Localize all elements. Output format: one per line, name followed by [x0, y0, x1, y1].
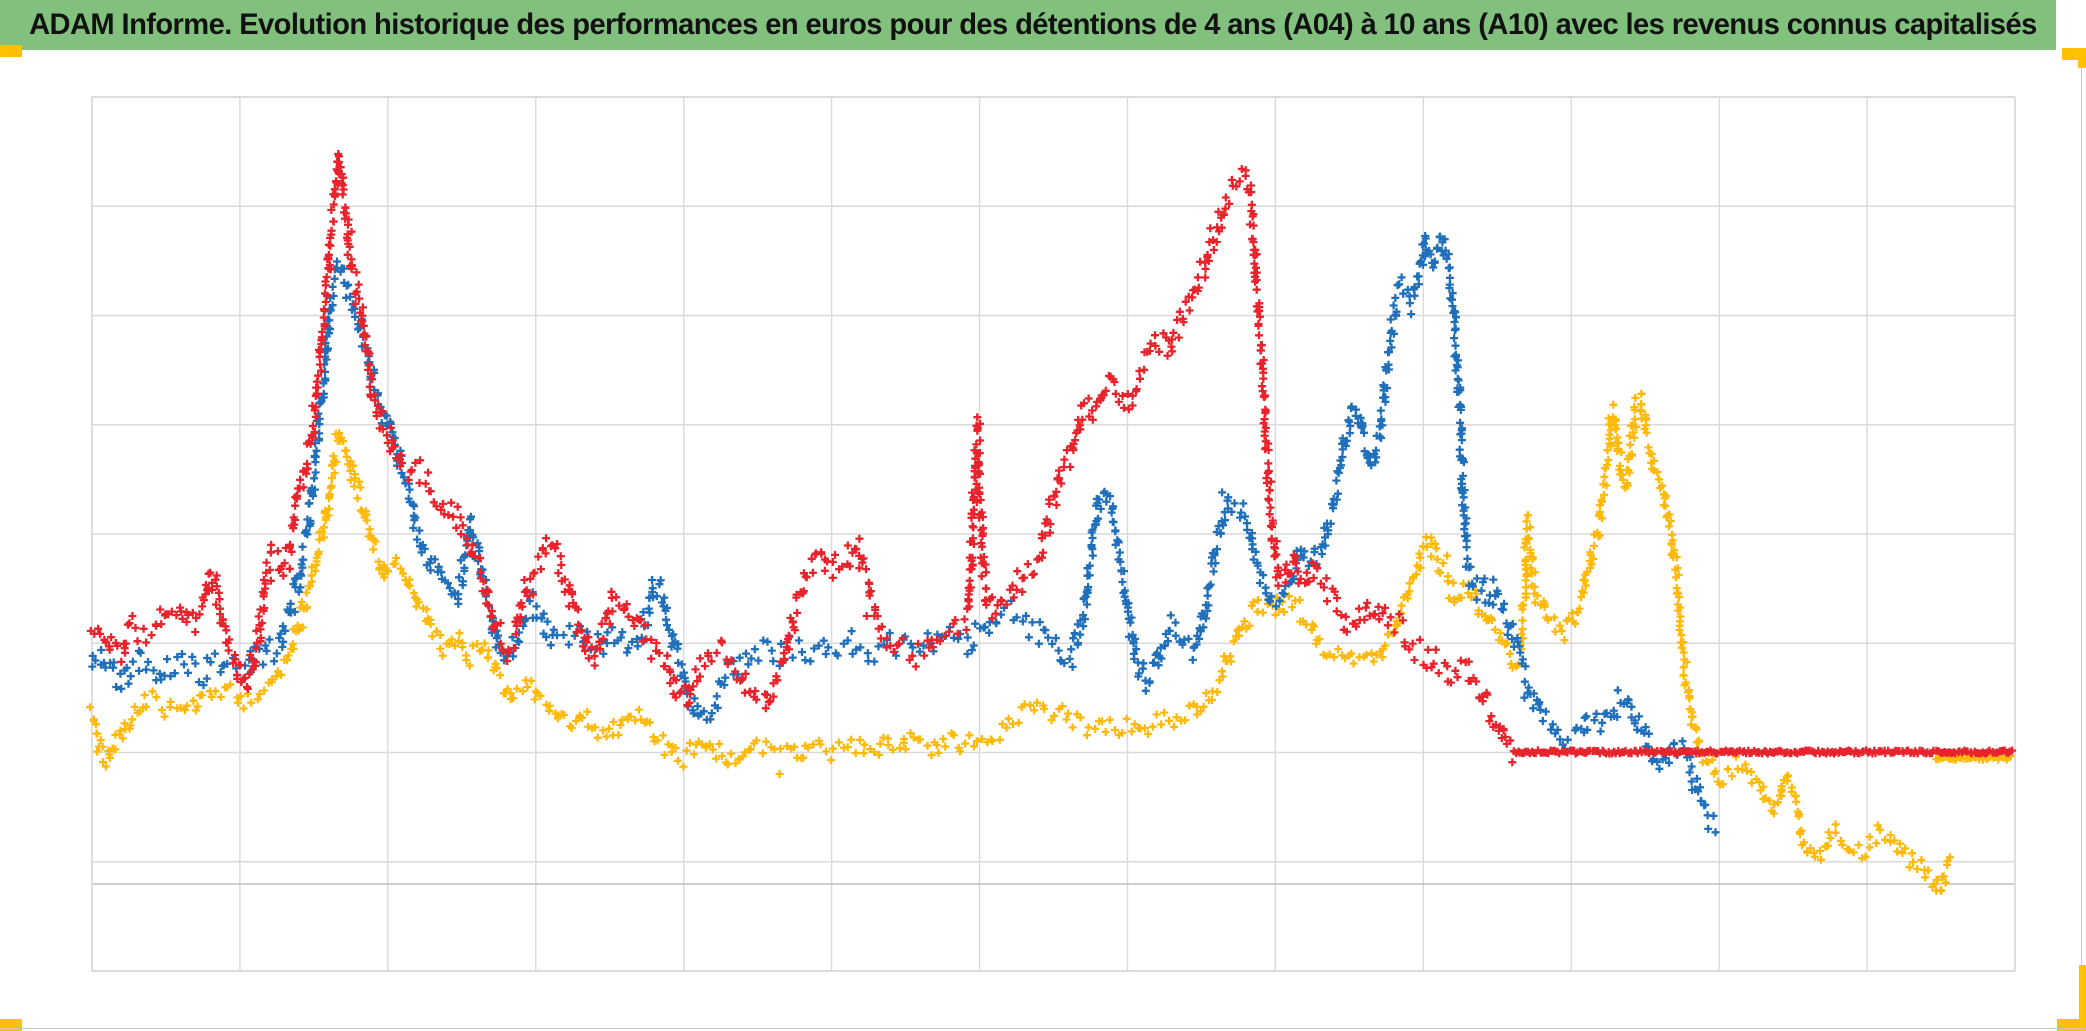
gridlines: [91, 96, 2016, 972]
chart-title-bar: ADAM Informe. Evolution historique des p…: [0, 0, 2056, 50]
window-bottom-border: [0, 1028, 2086, 1029]
corner-accent-bottom-right-stem: [2079, 965, 2086, 1023]
series-red-markers: [86, 150, 2017, 767]
corner-accent-top-right-stem: [2078, 48, 2086, 68]
corner-accent-top-left: [0, 45, 22, 57]
corner-accent-bottom-left: [0, 1019, 22, 1031]
window-right-border: [2081, 48, 2082, 1031]
series-yellow-markers: [86, 389, 2015, 895]
chart-title: ADAM Informe. Evolution historique des p…: [29, 8, 2037, 41]
plot-area-border: [91, 96, 2016, 972]
